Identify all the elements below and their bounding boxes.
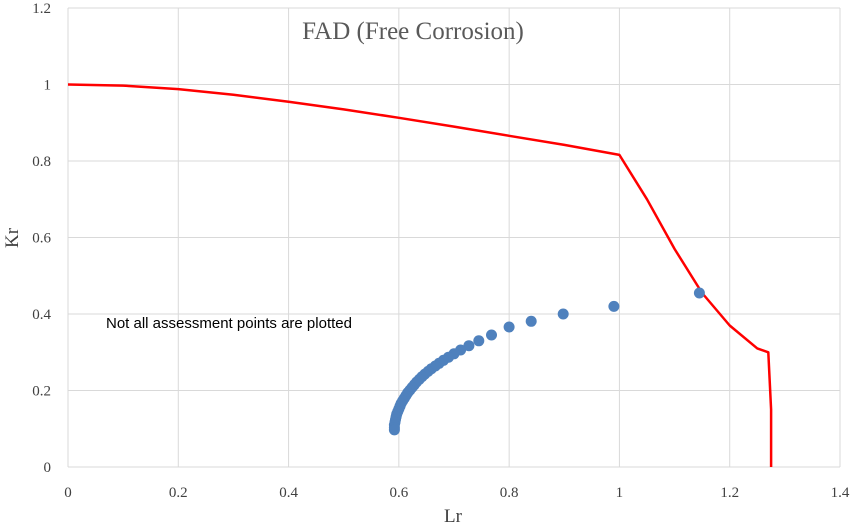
x-tick-label: 1.4 [831, 485, 850, 501]
assessment-point [473, 335, 485, 347]
x-tick-label: 1 [616, 485, 624, 501]
x-tick-label: 0.6 [389, 485, 408, 501]
x-tick-label: 0.2 [169, 485, 188, 501]
assessment-points [388, 287, 705, 436]
y-tick-label: 0.8 [32, 154, 51, 170]
x-tick-label: 0.8 [500, 485, 519, 501]
x-tick-label: 0.4 [279, 485, 298, 501]
assessment-point [486, 329, 497, 341]
y-tick-labels: 0 0.2 0.4 0.6 0.8 1 1.2 [32, 1, 51, 476]
gridlines [67, 7, 841, 468]
y-tick-label: 0.6 [32, 231, 51, 247]
x-axis-title: Lr [444, 506, 463, 527]
chart-title: FAD (Free Corrosion) [302, 18, 524, 45]
assessment-point [525, 315, 537, 327]
x-tick-labels: 0 0.2 0.4 0.6 0.8 1 1.2 1.4 [64, 485, 850, 501]
assessment-point [388, 424, 400, 436]
x-tick-label: 0 [64, 485, 72, 501]
assessment-point [503, 321, 515, 333]
assessment-point [463, 340, 475, 352]
y-tick-label: 0.4 [32, 307, 51, 323]
assessment-point [557, 308, 569, 320]
y-axis-title: Kr [2, 227, 23, 248]
chart-annotation: Not all assessment points are plotted [106, 315, 352, 332]
assessment-point [693, 287, 705, 299]
fad-curve-layer [67, 83, 773, 467]
y-tick-label: 1 [44, 78, 52, 94]
y-tick-label: 0 [44, 460, 52, 476]
y-tick-label: 0.2 [32, 384, 51, 400]
y-tick-label: 1.2 [32, 1, 51, 17]
assessment-point [608, 300, 620, 312]
fad-curve [67, 83, 773, 467]
x-tick-label: 1.2 [720, 485, 739, 501]
